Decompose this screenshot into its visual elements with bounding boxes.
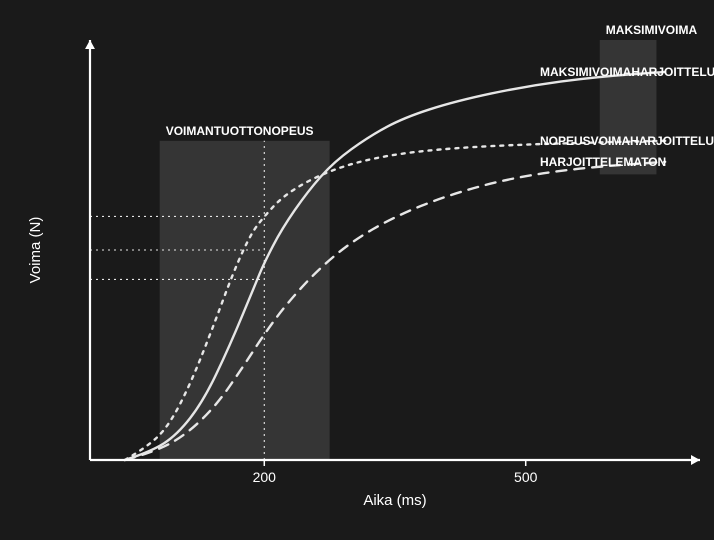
x-tick-label: 200 <box>253 469 277 485</box>
zone-label-voimantuottonopeus: VOIMANTUOTTONOPEUS <box>166 124 314 138</box>
zone-label-maksimivoima: MAKSIMIVOIMA <box>606 23 698 37</box>
legend-nopeusvoimaharjoittelu: NOPEUSVOIMAHARJOITTELU <box>540 134 714 148</box>
x-tick-label: 500 <box>514 469 538 485</box>
legend-maksimivoimaharjoittelu: MAKSIMIVOIMAHARJOITTELU <box>540 65 714 79</box>
y-axis-label: Voima (N) <box>27 217 44 284</box>
force-time-chart: VOIMANTUOTTONOPEUS MAKSIMIVOIMA MAKSIMIVOI… <box>0 0 714 540</box>
x-axis-label: Aika (ms) <box>363 492 426 509</box>
legend-harjoittelematon: HARJOITTELEMATON <box>540 155 666 169</box>
zone-voimantuottonopeus <box>160 141 330 460</box>
